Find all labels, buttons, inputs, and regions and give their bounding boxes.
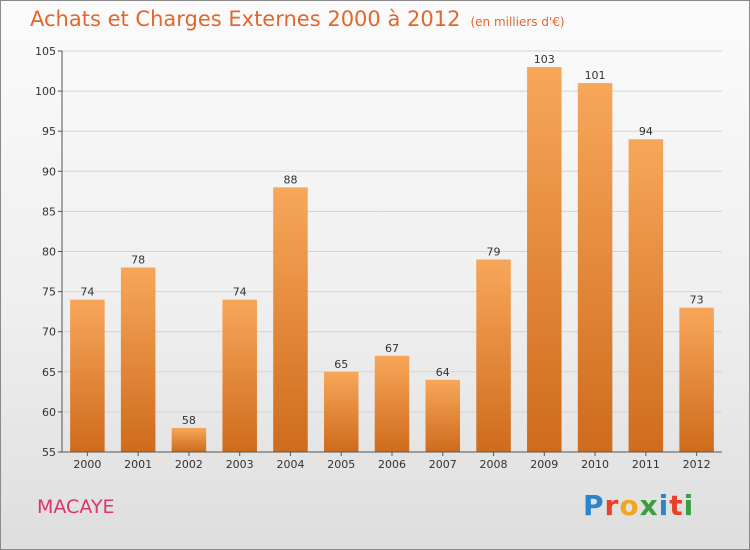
value-label: 58: [182, 414, 196, 427]
y-tick-label: 95: [42, 125, 56, 138]
bar-2001: [120, 267, 156, 452]
value-label: 73: [690, 294, 704, 307]
y-tick-label: 90: [42, 165, 56, 178]
x-tick-label: 2004: [276, 458, 304, 471]
bars: [70, 67, 714, 452]
y-tick-label: 70: [42, 326, 56, 339]
y-axis: 55 60 65 70 75 80 85 90 95 100 105: [35, 45, 63, 459]
value-label: 78: [131, 254, 145, 267]
data-labels: 74 78 58 74 88 65 67 64 79 103 101 94 73: [80, 53, 703, 427]
x-tick-label: 2007: [429, 458, 457, 471]
bar-2000: [70, 299, 105, 452]
y-tick-label: 85: [42, 205, 56, 218]
value-label: 103: [534, 53, 555, 66]
logo-letter: i: [658, 489, 670, 522]
value-label: 65: [334, 358, 348, 371]
x-tick-label: 2010: [581, 458, 609, 471]
logo-letter: P: [583, 489, 605, 522]
chart-title-text: Achats et Charges Externes 2000 à 2012: [30, 7, 461, 31]
value-label: 101: [585, 69, 606, 82]
bar-2002: [171, 427, 207, 452]
logo-letter: r: [604, 489, 620, 522]
x-tick-label: 2001: [124, 458, 152, 471]
x-tick-label: 2009: [530, 458, 558, 471]
chart-unit: (en milliers d'€): [470, 15, 565, 29]
x-axis: 2000 2001 2002 2003 2004 2005 2006 2007 2008 2009…: [62, 451, 722, 471]
value-label: 74: [80, 286, 94, 299]
logo-letter: i: [683, 489, 695, 522]
logo-letter: t: [669, 489, 684, 522]
bar-2003: [222, 299, 257, 452]
y-tick-label: 60: [42, 406, 56, 419]
x-tick-label: 2005: [327, 458, 355, 471]
bar-2005: [323, 371, 359, 452]
x-tick-label: 2008: [480, 458, 508, 471]
proxiti-logo[interactable]: Proxiti: [583, 489, 694, 522]
value-label: 64: [436, 366, 450, 379]
x-tick-label: 2011: [632, 458, 660, 471]
value-label: 74: [233, 286, 247, 299]
y-tick-label: 55: [42, 446, 56, 459]
x-tick-label: 2003: [226, 458, 254, 471]
y-tick-label: 65: [42, 366, 56, 379]
bar-2007: [425, 379, 461, 452]
x-tick-label: 2006: [378, 458, 406, 471]
chart-title: Achats et Charges Externes 2000 à 2012 (e…: [30, 7, 565, 31]
x-tick-label: 2012: [683, 458, 711, 471]
bar-2004: [273, 187, 308, 452]
bar-2009: [527, 67, 562, 452]
y-tick-label: 75: [42, 286, 56, 299]
place-name: MACAYE: [37, 496, 115, 518]
bar-2012: [679, 307, 714, 452]
bar-2010: [577, 83, 613, 452]
x-tick-label: 2000: [73, 458, 101, 471]
x-tick-label: 2002: [175, 458, 203, 471]
value-label: 67: [385, 342, 399, 355]
y-tick-label: 105: [35, 45, 56, 58]
value-label: 79: [487, 246, 501, 259]
logo-letter: x: [639, 489, 659, 522]
y-tick-label: 100: [35, 85, 56, 98]
bar-2008: [476, 259, 511, 452]
value-label: 88: [283, 173, 297, 186]
value-label: 94: [639, 125, 653, 138]
bar-2006: [374, 355, 410, 452]
logo-letter: o: [619, 489, 640, 522]
y-tick-label: 80: [42, 246, 56, 259]
bar-2011: [628, 139, 664, 452]
